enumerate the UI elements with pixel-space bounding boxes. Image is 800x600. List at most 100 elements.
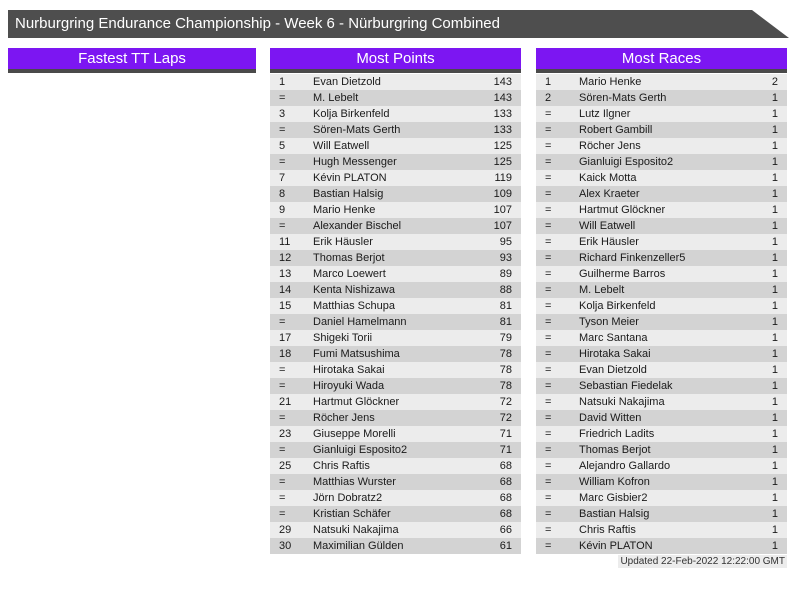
row-name: Kévin PLATON <box>579 540 653 552</box>
row-name: Mario Henke <box>579 76 642 88</box>
row-value: 1 <box>771 188 778 200</box>
row-rank: 14 <box>279 284 292 296</box>
row-value: 2 <box>771 76 778 88</box>
row-rank: 30 <box>279 540 292 552</box>
table-row: 29 Natsuki Nakajima 66 <box>270 522 521 538</box>
row-value: 1 <box>771 316 778 328</box>
row-value: 1 <box>771 460 778 472</box>
table-row: 12 Thomas Berjot 93 <box>270 250 521 266</box>
table-row: 14 Kenta Nishizawa 88 <box>270 282 521 298</box>
row-rank: 11 <box>279 236 291 248</box>
row-value: 119 <box>494 172 512 184</box>
row-value: 72 <box>499 412 512 424</box>
row-name: Robert Gambill <box>579 124 653 136</box>
row-value: 71 <box>499 444 512 456</box>
row-name: Kolja Birkenfeld <box>313 108 390 120</box>
table-row: = Kévin PLATON 1 <box>536 538 787 554</box>
table-row: = Tyson Meier 1 <box>536 314 787 330</box>
row-rank: = <box>545 492 552 504</box>
table-row: = Sören-Mats Gerth 133 <box>270 122 521 138</box>
row-rank: 2 <box>545 92 552 104</box>
row-value: 68 <box>499 476 512 488</box>
row-value: 61 <box>499 540 512 552</box>
table-row: 23 Giuseppe Morelli 71 <box>270 426 521 442</box>
row-value: 143 <box>493 76 512 88</box>
table-row: = Daniel Hamelmann 81 <box>270 314 521 330</box>
row-value: 72 <box>499 396 512 408</box>
table-row: 21 Hartmut Glöckner 72 <box>270 394 521 410</box>
table-row: = Alexander Bischel 107 <box>270 218 521 234</box>
table-row: = Jörn Dobratz2 68 <box>270 490 521 506</box>
row-rank: = <box>545 220 552 232</box>
row-rank: = <box>279 492 286 504</box>
row-name: Lutz Ilgner <box>579 108 631 120</box>
row-value: 1 <box>771 172 778 184</box>
row-name: Matthias Wurster <box>313 476 396 488</box>
row-value: 1 <box>771 236 778 248</box>
row-name: Shigeki Torii <box>313 332 373 344</box>
row-name: Evan Dietzold <box>313 76 381 88</box>
row-value: 78 <box>499 380 512 392</box>
row-value: 125 <box>493 156 512 168</box>
row-rank: = <box>545 332 552 344</box>
row-value: 1 <box>771 348 778 360</box>
row-rank: = <box>279 364 286 376</box>
row-value: 1 <box>771 492 778 504</box>
row-name: Thomas Berjot <box>579 444 651 456</box>
row-value: 68 <box>499 492 512 504</box>
row-name: Kévin PLATON <box>313 172 387 184</box>
table-row: 1 Mario Henke 2 <box>536 74 787 90</box>
row-name: Maximilian Gülden <box>313 540 404 552</box>
row-rank: 29 <box>279 524 292 536</box>
row-rank: = <box>279 476 286 488</box>
table-row: = Gianluigi Esposito2 71 <box>270 442 521 458</box>
row-name: David Witten <box>579 412 642 424</box>
row-rank: = <box>545 460 552 472</box>
row-value: 1 <box>771 332 778 344</box>
row-rank: = <box>545 428 552 440</box>
row-name: Chris Raftis <box>579 524 636 536</box>
row-value: 66 <box>499 524 512 536</box>
row-rank: = <box>545 444 552 456</box>
row-value: 1 <box>771 364 778 376</box>
row-rank: 17 <box>279 332 292 344</box>
row-value: 93 <box>499 252 512 264</box>
page-title: Nurburgring Endurance Championship - Wee… <box>8 10 789 38</box>
table-row: = Hirotaka Sakai 1 <box>536 346 787 362</box>
table-row: = Kaick Motta 1 <box>536 170 787 186</box>
table-row: = Kolja Birkenfeld 1 <box>536 298 787 314</box>
row-rank: = <box>279 156 286 168</box>
table-row: 18 Fumi Matsushima 78 <box>270 346 521 362</box>
row-name: Guilherme Barros <box>579 268 666 280</box>
row-name: Hirotaka Sakai <box>313 364 385 376</box>
row-value: 1 <box>771 524 778 536</box>
board-header-most-points: Most Points <box>270 48 521 73</box>
row-name: Bastian Halsig <box>579 508 650 520</box>
row-rank: = <box>545 236 552 248</box>
row-rank: 7 <box>279 172 286 184</box>
row-name: Natsuki Nakajima <box>579 396 665 408</box>
table-row: 25 Chris Raftis 68 <box>270 458 521 474</box>
row-value: 68 <box>499 460 512 472</box>
row-name: Thomas Berjot <box>313 252 385 264</box>
table-row: = Erik Häusler 1 <box>536 234 787 250</box>
row-rank: 13 <box>279 268 292 280</box>
row-name: Hartmut Glöckner <box>313 396 400 408</box>
table-row: = Röcher Jens 1 <box>536 138 787 154</box>
row-value: 1 <box>771 284 778 296</box>
row-name: Röcher Jens <box>579 140 641 152</box>
row-value: 1 <box>771 108 778 120</box>
row-name: Daniel Hamelmann <box>313 316 407 328</box>
table-row: = Bastian Halsig 1 <box>536 506 787 522</box>
row-name: Natsuki Nakajima <box>313 524 399 536</box>
row-name: Sebastian Fiedelak <box>579 380 673 392</box>
table-row: = Kristian Schäfer 68 <box>270 506 521 522</box>
row-name: Alexander Bischel <box>313 220 402 232</box>
row-rank: = <box>545 140 552 152</box>
table-row: 2 Sören-Mats Gerth 1 <box>536 90 787 106</box>
row-rank: = <box>545 380 552 392</box>
table-row: = Hiroyuki Wada 78 <box>270 378 521 394</box>
row-value: 68 <box>499 508 512 520</box>
table-row: 3 Kolja Birkenfeld 133 <box>270 106 521 122</box>
row-value: 1 <box>771 252 778 264</box>
